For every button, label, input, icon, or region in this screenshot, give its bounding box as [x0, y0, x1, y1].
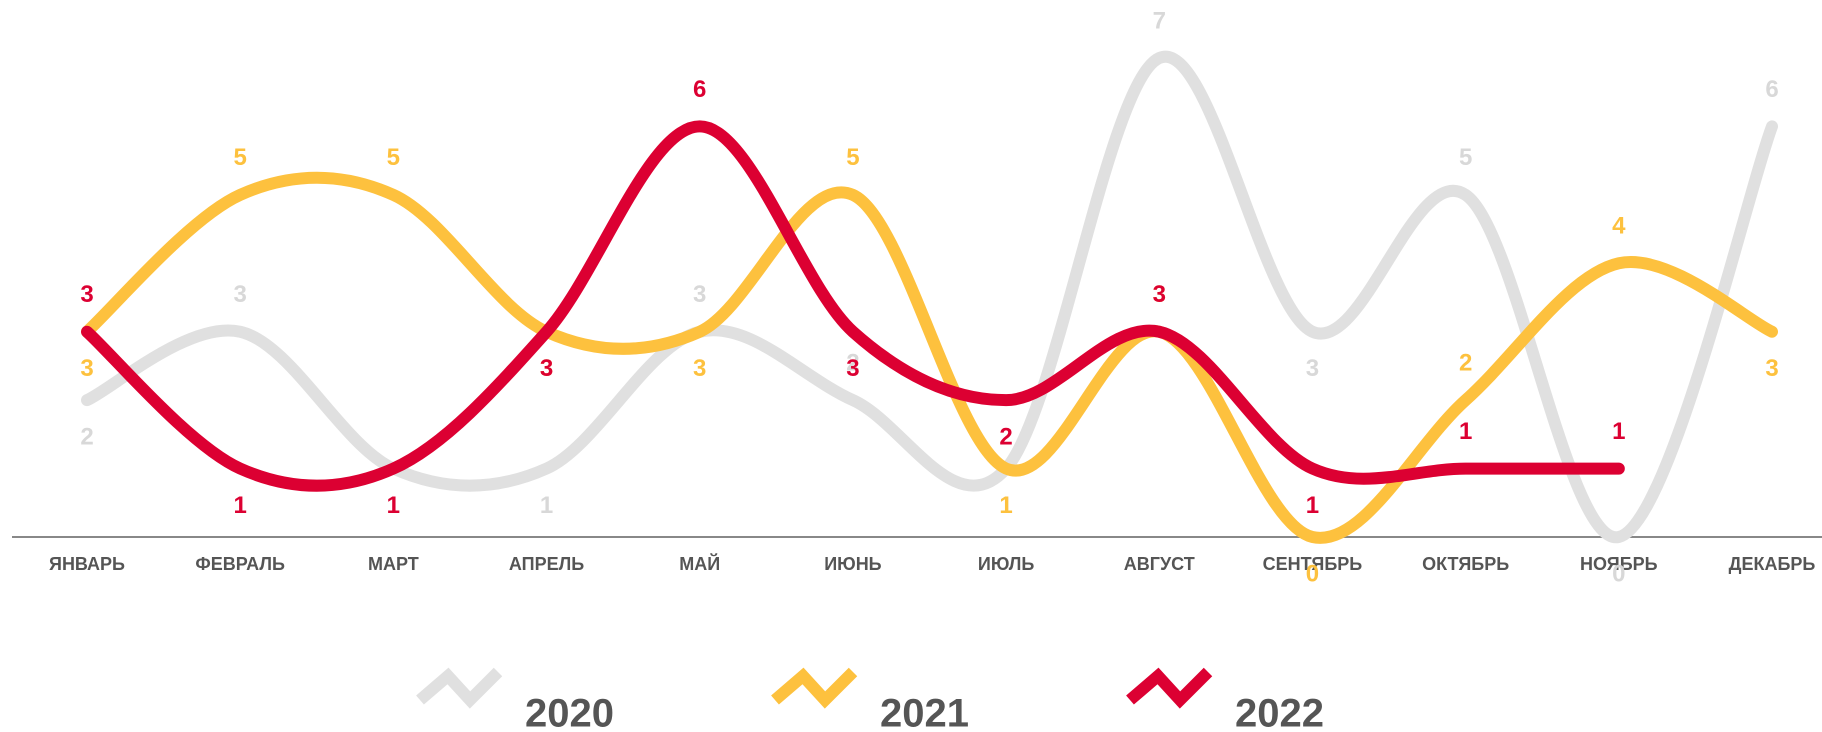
x-tick-label: ИЮНЬ [824, 554, 881, 574]
data-label: 3 [540, 355, 553, 382]
legend-label: 2020 [525, 692, 614, 732]
x-tick-label: ОКТЯБРЬ [1422, 554, 1509, 574]
x-tick-label: ЯНВАРЬ [49, 554, 125, 574]
data-label: 6 [1765, 76, 1778, 103]
data-label: 1 [387, 492, 400, 519]
data-label: 3 [80, 281, 93, 308]
data-label: 3 [1153, 281, 1166, 308]
x-tick-label: АВГУСТ [1124, 554, 1195, 574]
data-label: 2 [999, 423, 1012, 450]
data-label: 2 [80, 423, 93, 450]
data-label: 3 [846, 355, 859, 382]
data-label: 3 [1153, 281, 1166, 308]
data-label: 5 [846, 144, 859, 171]
data-label: 1 [1459, 418, 1472, 445]
series-line [81, 120, 1625, 492]
data-label: 1 [999, 492, 1012, 519]
data-label: 7 [1153, 7, 1166, 34]
data-label: 1 [999, 492, 1012, 519]
legend-icon [416, 667, 503, 709]
data-label: 5 [1459, 144, 1472, 171]
x-tick-label: АПРЕЛЬ [509, 554, 584, 574]
data-label: 1 [1612, 418, 1625, 445]
x-tick-label: ДЕКАБРЬ [1729, 554, 1816, 574]
legend-icon [1126, 667, 1213, 709]
data-label: 5 [234, 144, 247, 171]
data-label: 1 [540, 492, 553, 519]
data-label: 3 [693, 355, 706, 382]
x-tick-label: ФЕВРАЛЬ [195, 554, 285, 574]
data-label: 3 [540, 355, 553, 382]
data-label: 4 [1612, 213, 1626, 240]
legend-label: 2021 [880, 692, 969, 732]
data-label: 3 [80, 355, 93, 382]
data-label: 0 [1306, 560, 1319, 587]
data-label: 6 [693, 76, 706, 103]
x-tick-label: СЕНТЯБРЬ [1263, 554, 1363, 574]
data-label: 3 [1765, 355, 1778, 382]
data-label: 3 [693, 281, 706, 308]
data-label: 2 [1459, 349, 1472, 376]
x-tick-label: ИЮЛЬ [978, 554, 1034, 574]
series-line [81, 50, 1778, 544]
data-label: 1 [387, 492, 400, 519]
x-tick-label: НОЯБРЬ [1580, 554, 1658, 574]
x-tick-label: МАРТ [368, 554, 419, 574]
data-label: 3 [234, 281, 247, 308]
x-tick-label: МАЙ [679, 553, 720, 574]
data-label: 2 [846, 349, 859, 376]
data-label: 3 [1306, 355, 1319, 382]
data-label: 1 [1306, 492, 1319, 519]
data-label: 0 [1612, 560, 1625, 587]
data-label: 5 [387, 144, 400, 171]
legend-icon [771, 667, 858, 709]
data-label: 1 [234, 492, 247, 519]
legend-label: 2022 [1235, 692, 1324, 732]
